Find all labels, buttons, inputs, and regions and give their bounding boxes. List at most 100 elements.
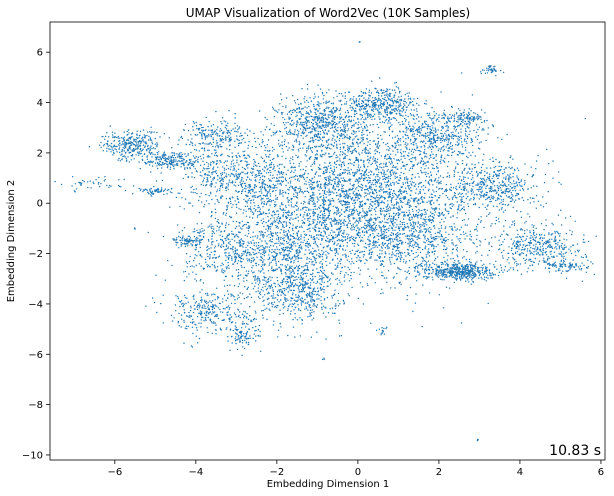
scatter-point <box>374 162 377 164</box>
scatter-point <box>317 185 319 187</box>
scatter-point <box>380 100 382 102</box>
scatter-point <box>318 180 321 183</box>
scatter-point <box>380 184 382 187</box>
scatter-point <box>324 117 327 120</box>
scatter-point <box>347 173 349 175</box>
scatter-point <box>317 198 319 200</box>
scatter-point <box>359 273 361 275</box>
scatter-point <box>340 190 343 192</box>
scatter-point <box>382 292 384 294</box>
scatter-point <box>351 211 353 213</box>
scatter-point <box>402 182 404 184</box>
scatter-point <box>321 124 324 126</box>
scatter-point <box>340 200 343 202</box>
scatter-point <box>310 137 312 139</box>
scatter-point <box>380 230 382 232</box>
scatter-point <box>336 213 338 216</box>
scatter-point <box>425 100 427 102</box>
scatter-point <box>430 219 432 222</box>
scatter-point <box>403 103 405 105</box>
scatter-point <box>369 228 371 230</box>
scatter-point <box>298 289 300 291</box>
scatter-point <box>473 229 476 231</box>
scatter-point <box>446 259 448 261</box>
scatter-point <box>418 104 420 106</box>
scatter-point <box>383 101 385 103</box>
scatter-point <box>366 220 368 222</box>
scatter-point <box>537 200 540 202</box>
scatter-point <box>287 192 290 195</box>
scatter-point <box>366 199 368 201</box>
scatter-point <box>303 200 305 203</box>
scatter-point <box>272 168 274 170</box>
scatter-point <box>434 227 436 229</box>
scatter-point <box>387 200 389 202</box>
scatter-point <box>443 112 445 114</box>
scatter-point <box>382 178 384 181</box>
scatter-point <box>368 151 370 153</box>
scatter-point <box>305 306 307 308</box>
scatter-point <box>399 102 401 104</box>
scatter-point <box>437 170 440 172</box>
scatter-point <box>302 129 304 131</box>
scatter-point <box>367 190 370 192</box>
scatter-point <box>378 92 380 95</box>
scatter-point <box>318 227 320 229</box>
scatter-point <box>230 302 233 304</box>
scatter-point <box>347 151 349 153</box>
scatter-point <box>377 174 379 176</box>
scatter-point <box>433 253 436 255</box>
scatter-point <box>359 180 361 182</box>
scatter-point <box>317 183 319 186</box>
scatter-point <box>243 224 246 226</box>
scatter-point <box>483 153 485 155</box>
scatter-point <box>307 191 310 194</box>
scatter-point <box>385 90 387 93</box>
scatter-point <box>229 133 232 135</box>
scatter-point <box>294 336 296 338</box>
scatter-point <box>352 238 355 241</box>
scatter-point <box>289 277 291 279</box>
scatter-point <box>379 102 382 104</box>
scatter-point <box>333 126 336 128</box>
scatter-point <box>424 180 427 182</box>
scatter-point <box>202 160 204 162</box>
scatter-point <box>339 151 342 153</box>
scatter-point <box>350 116 353 118</box>
scatter-point <box>294 313 296 315</box>
scatter-point <box>370 195 372 197</box>
scatter-point <box>433 217 435 219</box>
scatter-point <box>349 99 351 101</box>
scatter-point <box>330 143 332 145</box>
scatter-point <box>338 109 340 112</box>
scatter-point <box>353 115 356 118</box>
scatter-point <box>353 205 355 207</box>
scatter-point <box>347 216 349 219</box>
scatter-point <box>312 278 314 280</box>
scatter-point <box>439 194 441 197</box>
scatter-point <box>350 145 352 147</box>
scatter-point <box>398 112 401 115</box>
scatter-point <box>361 230 364 232</box>
scatter-point <box>369 95 371 97</box>
scatter-point <box>411 153 413 155</box>
scatter-point <box>466 172 468 174</box>
scatter-point <box>405 146 407 148</box>
scatter-point <box>306 134 308 137</box>
scatter-point <box>382 169 384 171</box>
scatter-point <box>341 104 343 106</box>
scatter-point <box>258 143 261 145</box>
scatter-point <box>374 259 376 261</box>
scatter-point <box>306 206 308 209</box>
scatter-point <box>453 169 455 172</box>
scatter-point <box>338 179 340 181</box>
scatter-point <box>348 220 350 222</box>
scatter-point <box>375 199 377 202</box>
scatter-point <box>384 155 386 158</box>
scatter-point <box>290 204 293 206</box>
scatter-point <box>395 166 397 168</box>
scatter-point <box>300 275 302 277</box>
scatter-point <box>386 219 388 221</box>
scatter-point <box>375 102 377 104</box>
scatter-point <box>376 259 378 261</box>
